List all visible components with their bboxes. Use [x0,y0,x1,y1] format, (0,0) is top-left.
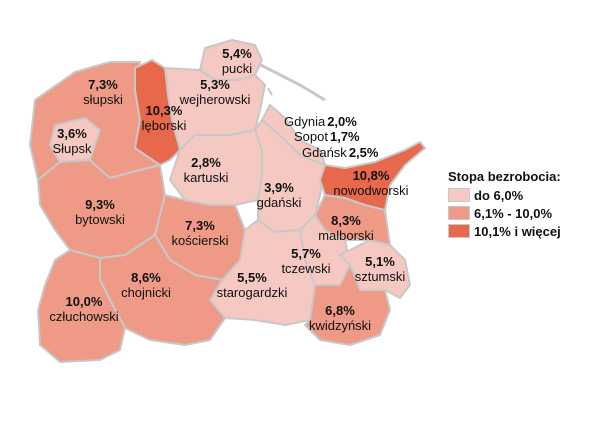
legend-item-high: 10,1% i więcej [448,222,561,240]
city-sopot: Sopot 1,7% [294,129,360,144]
label-pucki: 5,4% pucki [221,46,253,76]
label-koscierski: 7,3% kościerski [171,218,229,248]
label-slupsk: 3,6% Słupsk [52,126,92,156]
region-kwidzynski[interactable] [304,264,391,346]
legend-label-high: 10,1% i więcej [474,223,561,239]
label-leborski: 10,3% lęborski [141,103,187,133]
label-gdanski: 3,9% gdański [256,180,302,210]
bay-line [267,87,273,96]
label-starogardzki: 5,5% starogardzki [216,270,288,300]
city-gdansk: Gdańsk 2,5% [302,145,379,160]
legend-swatch-low [448,188,470,202]
label-kartuski: 2,8% kartuski [183,155,229,185]
region-leborski[interactable] [134,59,181,166]
label-slupski: 7,3% słupski [83,77,123,107]
label-kwidzynski: 6,8% kwidzyński [308,303,372,333]
region-nowodworski[interactable] [319,141,426,211]
legend-swatch-high [448,224,470,238]
label-tczewski: 5,7% tczewski [281,246,331,276]
city-gdynia: Gdynia 2,0% [284,114,357,129]
label-nowodworski: 10,8% nowodworski [333,168,409,198]
legend-label-low: do 6,0% [474,187,524,203]
label-wejherowski: 5,3% wejherowski [179,77,251,107]
label-sztumski: 5,1% sztumski [354,254,406,284]
legend-item-mid: 6,1% - 10,0% [448,204,561,222]
region-trojmiasto[interactable] [261,104,326,166]
label-malborski: 8,3% malborski [318,213,374,243]
legend: Stopa bezrobocia: do 6,0% 6,1% - 10,0% 1… [448,169,561,240]
label-czluchowski: 10,0% człuchowski [49,294,119,324]
hel-peninsula [254,60,326,102]
legend-label-mid: 6,1% - 10,0% [474,205,553,221]
legend-item-low: do 6,0% [448,186,561,204]
legend-title: Stopa bezrobocia: [448,169,561,184]
label-bytowski: 9,3% bytowski [75,197,125,227]
legend-swatch-mid [448,206,470,220]
region-czluchowski[interactable] [37,249,126,363]
label-chojnicki: 8,6% chojnicki [121,270,171,300]
